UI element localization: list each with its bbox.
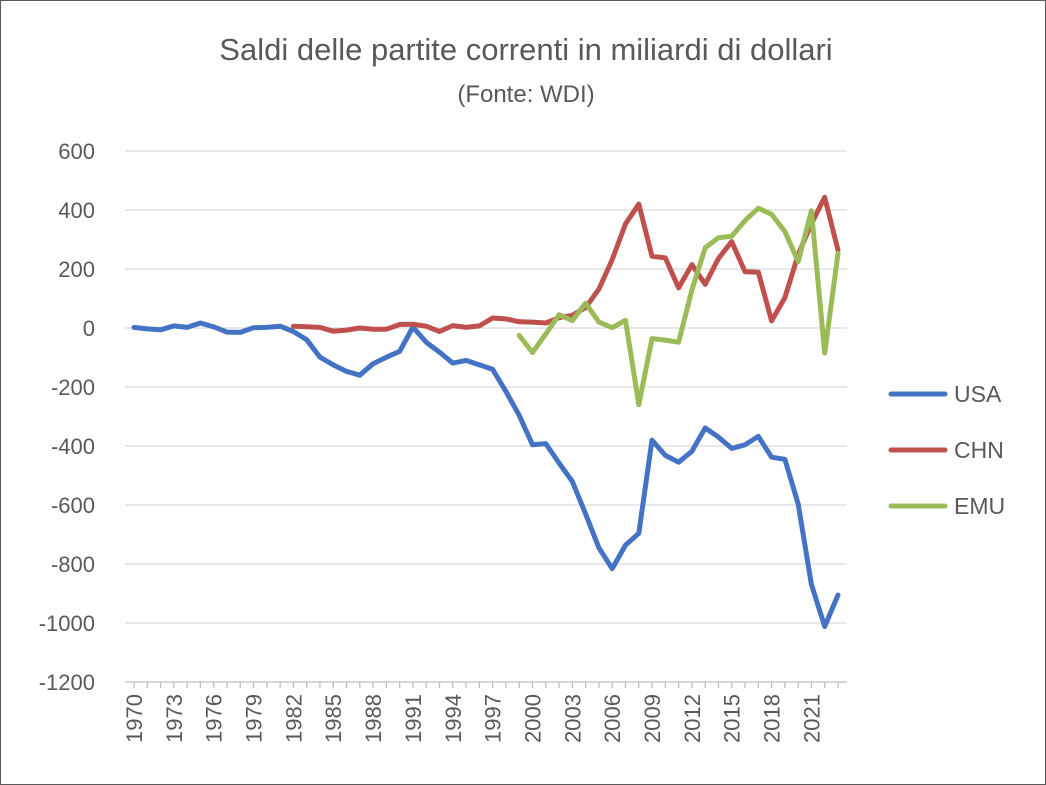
x-tick-label: 1988 [361, 694, 386, 743]
y-tick-label: -600 [51, 493, 95, 518]
y-tick-label: -1200 [39, 670, 95, 695]
x-tick-label: 2009 [640, 694, 665, 743]
y-tick-label: 200 [58, 257, 95, 282]
x-tick-label: 1970 [122, 694, 147, 743]
y-tick-label: -400 [51, 434, 95, 459]
chart-title: Saldi delle partite correnti in miliardi… [219, 32, 832, 67]
y-tick-label: -800 [51, 552, 95, 577]
series-line-usa [131, 320, 841, 629]
y-tick-label: -1000 [39, 611, 95, 636]
y-tick-label: 0 [83, 316, 95, 341]
x-tick-label: 2000 [520, 694, 545, 743]
x-tick-label: 1973 [162, 694, 187, 743]
x-tick-label: 1976 [202, 694, 227, 743]
series-lines [131, 194, 841, 629]
legend-label-chn: CHN [954, 437, 1004, 463]
x-tick-label: 2003 [560, 694, 585, 743]
x-tick-label: 1982 [281, 694, 306, 743]
x-tick-label: 1979 [242, 694, 267, 743]
x-tick-label: 2006 [600, 694, 625, 743]
x-tick-label: 2018 [760, 694, 785, 743]
x-tick-label: 1994 [441, 694, 466, 743]
x-tick-label: 1985 [321, 694, 346, 743]
x-tick-label: 2021 [799, 694, 824, 743]
legend-label-usa: USA [954, 381, 1002, 407]
x-tick-label: 1997 [481, 694, 506, 743]
x-axis-ticks: 1970 1973 1976 1979 1982 1985 1988 1991 1994 1997… [122, 682, 839, 743]
legend: USA CHN EMU [888, 381, 1005, 519]
y-tick-label: 600 [58, 139, 95, 164]
chart-subtitle: (Fonte: WDI) [457, 81, 594, 108]
series-line-emu [516, 205, 841, 408]
series-line-chn [290, 194, 841, 334]
x-tick-label: 1991 [401, 694, 426, 743]
x-tick-label: 2015 [720, 694, 745, 743]
y-tick-label: -200 [51, 375, 95, 400]
x-tick-label: 2012 [680, 694, 705, 743]
legend-label-emu: EMU [954, 493, 1005, 519]
y-axis-ticks: 600 400 200 0 -200 -400 -600 -800 -1000 -1200 [39, 139, 95, 695]
y-tick-label: 400 [58, 198, 95, 223]
